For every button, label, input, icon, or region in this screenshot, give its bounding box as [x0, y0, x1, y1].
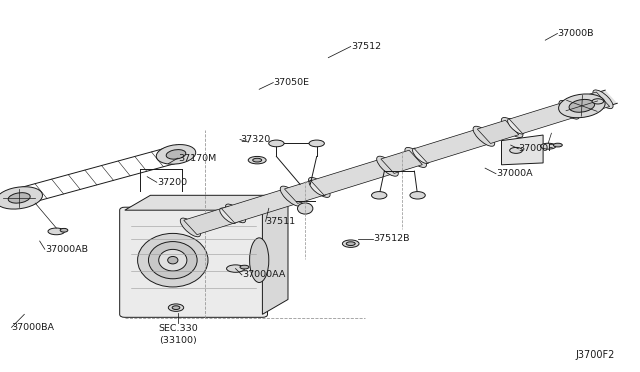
Ellipse shape: [227, 265, 244, 272]
Polygon shape: [284, 180, 326, 203]
Text: J3700F2: J3700F2: [575, 350, 614, 360]
Ellipse shape: [342, 240, 359, 247]
Text: 37000AA: 37000AA: [242, 270, 285, 279]
Ellipse shape: [172, 306, 180, 310]
Text: 37512B: 37512B: [373, 234, 410, 243]
Text: 37200: 37200: [157, 178, 187, 187]
Ellipse shape: [377, 159, 394, 174]
Text: 37320: 37320: [240, 135, 270, 144]
Ellipse shape: [593, 90, 613, 109]
Text: 37000B: 37000B: [557, 29, 594, 38]
Polygon shape: [125, 195, 288, 210]
Ellipse shape: [541, 143, 556, 149]
Ellipse shape: [225, 204, 246, 223]
Ellipse shape: [0, 187, 42, 209]
Ellipse shape: [309, 180, 326, 196]
Text: (33100): (33100): [159, 336, 196, 345]
Ellipse shape: [473, 126, 495, 146]
Text: 37170M: 37170M: [178, 154, 216, 163]
Ellipse shape: [405, 147, 426, 167]
Text: 37000A: 37000A: [496, 169, 532, 178]
Text: SEC.330: SEC.330: [158, 324, 198, 333]
Ellipse shape: [168, 304, 184, 311]
Ellipse shape: [253, 158, 262, 162]
FancyBboxPatch shape: [120, 207, 268, 317]
Ellipse shape: [280, 186, 302, 206]
Ellipse shape: [309, 140, 324, 147]
Ellipse shape: [371, 192, 387, 199]
Polygon shape: [221, 189, 297, 223]
Ellipse shape: [168, 256, 178, 264]
Ellipse shape: [410, 192, 425, 199]
Text: 37512: 37512: [351, 42, 381, 51]
Ellipse shape: [559, 94, 605, 118]
Ellipse shape: [501, 118, 523, 138]
Polygon shape: [381, 150, 422, 173]
Ellipse shape: [592, 99, 604, 104]
Ellipse shape: [282, 189, 298, 204]
Ellipse shape: [240, 265, 249, 269]
Ellipse shape: [248, 157, 266, 164]
Text: 37000BA: 37000BA: [12, 323, 54, 332]
Polygon shape: [414, 129, 490, 163]
Ellipse shape: [8, 193, 30, 203]
Ellipse shape: [346, 242, 355, 246]
Ellipse shape: [220, 208, 236, 224]
Polygon shape: [477, 120, 519, 144]
Polygon shape: [262, 195, 288, 314]
Ellipse shape: [475, 129, 492, 144]
Ellipse shape: [554, 143, 563, 147]
Ellipse shape: [559, 100, 579, 119]
Polygon shape: [184, 206, 242, 235]
Ellipse shape: [250, 238, 269, 282]
Ellipse shape: [377, 156, 398, 176]
Ellipse shape: [298, 203, 313, 214]
Ellipse shape: [569, 99, 595, 112]
Text: 37000F: 37000F: [518, 144, 554, 153]
Ellipse shape: [508, 119, 524, 134]
Ellipse shape: [48, 228, 65, 235]
Polygon shape: [509, 102, 579, 134]
Polygon shape: [563, 92, 610, 117]
Ellipse shape: [166, 150, 186, 159]
Text: 37511: 37511: [266, 217, 296, 226]
Ellipse shape: [308, 177, 330, 198]
Ellipse shape: [60, 228, 68, 232]
Polygon shape: [186, 90, 617, 234]
Ellipse shape: [159, 249, 187, 271]
Ellipse shape: [413, 148, 429, 164]
Polygon shape: [502, 135, 543, 165]
Text: 37050E: 37050E: [273, 78, 309, 87]
Ellipse shape: [148, 241, 197, 279]
Ellipse shape: [564, 101, 580, 116]
Ellipse shape: [156, 145, 196, 164]
Ellipse shape: [269, 140, 284, 147]
Ellipse shape: [138, 233, 208, 287]
Polygon shape: [311, 160, 392, 195]
Text: 37000AB: 37000AB: [45, 245, 88, 254]
Ellipse shape: [180, 218, 200, 237]
Ellipse shape: [509, 147, 522, 153]
